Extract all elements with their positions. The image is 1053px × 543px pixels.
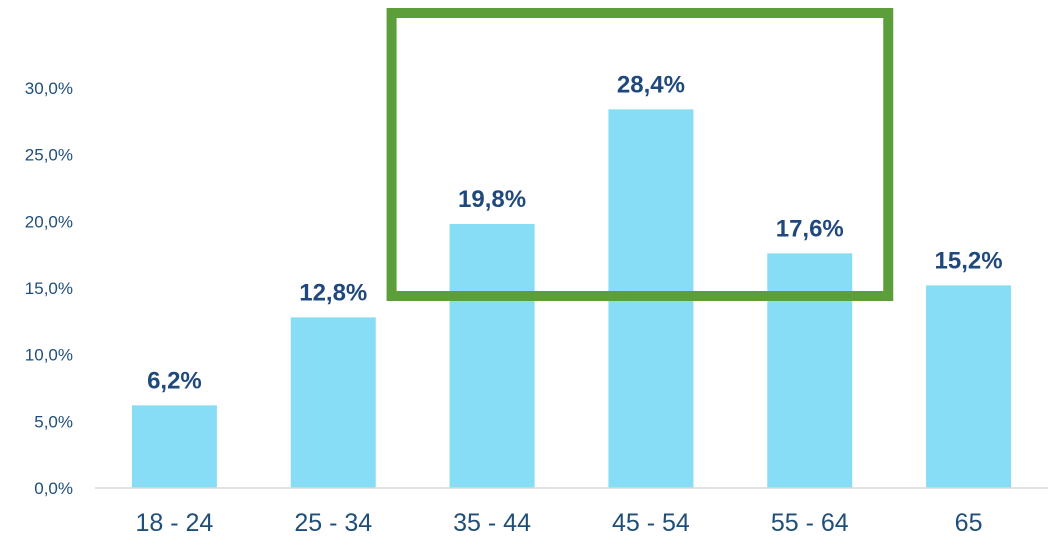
y-tick-label: 0,0%: [34, 479, 73, 498]
x-tick-label: 35 - 44: [453, 509, 531, 537]
x-tick-label: 55 - 64: [771, 509, 849, 537]
data-label: 15,2%: [935, 247, 1003, 274]
bars: [131, 109, 1012, 488]
data-label: 6,2%: [147, 367, 202, 394]
y-tick-label: 5,0%: [34, 412, 73, 431]
y-axis: 0,0% 5,0% 10,0% 15,0% 20,0% 25,0% 30,0%: [25, 79, 73, 498]
data-label: 12,8%: [299, 279, 367, 306]
y-tick-label: 20,0%: [25, 212, 73, 231]
bar: [290, 317, 376, 488]
data-label: 28,4%: [617, 71, 685, 98]
data-labels: 6,2% 12,8% 19,8% 28,4% 17,6% 15,2%: [147, 71, 1003, 394]
bar: [449, 224, 535, 488]
bar: [926, 285, 1012, 488]
highlight-box: [386, 8, 894, 301]
x-tick-label: 65: [955, 509, 983, 537]
bar: [131, 405, 217, 488]
y-tick-label: 30,0%: [25, 79, 73, 98]
bar: [767, 253, 853, 488]
data-label: 19,8%: [458, 186, 526, 213]
y-tick-label: 10,0%: [25, 346, 73, 365]
x-tick-label: 18 - 24: [135, 509, 213, 537]
x-tick-label: 25 - 34: [294, 509, 372, 537]
y-tick-label: 15,0%: [25, 279, 73, 298]
y-tick-label: 25,0%: [25, 146, 73, 165]
x-tick-label: 45 - 54: [612, 509, 690, 537]
data-label: 17,6%: [776, 215, 844, 242]
x-axis: 18 - 24 25 - 34 35 - 44 45 - 54 55 - 64 65: [135, 509, 982, 537]
